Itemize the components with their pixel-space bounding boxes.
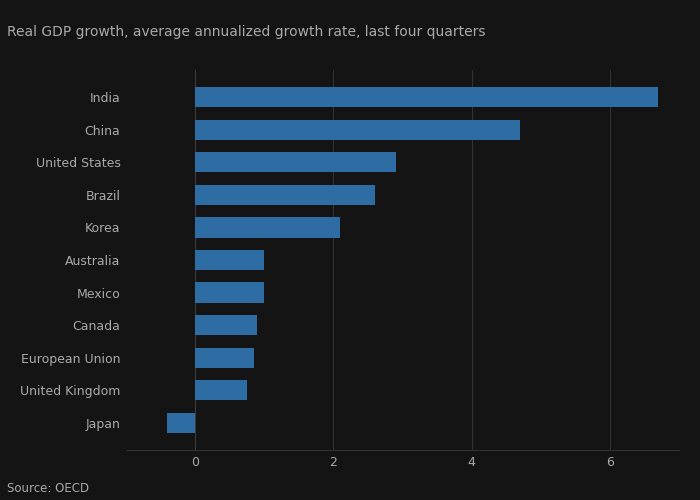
Bar bbox=[195, 120, 520, 140]
Text: Source: OECD: Source: OECD bbox=[7, 482, 89, 495]
Bar bbox=[195, 250, 265, 270]
Bar bbox=[195, 348, 254, 368]
Text: Real GDP growth, average annualized growth rate, last four quarters: Real GDP growth, average annualized grow… bbox=[7, 25, 486, 39]
Bar bbox=[195, 88, 658, 108]
Bar bbox=[195, 315, 258, 335]
Bar bbox=[195, 380, 247, 400]
Bar bbox=[167, 412, 195, 432]
Bar bbox=[195, 218, 340, 238]
Bar bbox=[195, 282, 265, 302]
Bar bbox=[195, 185, 375, 205]
Bar bbox=[195, 152, 395, 172]
